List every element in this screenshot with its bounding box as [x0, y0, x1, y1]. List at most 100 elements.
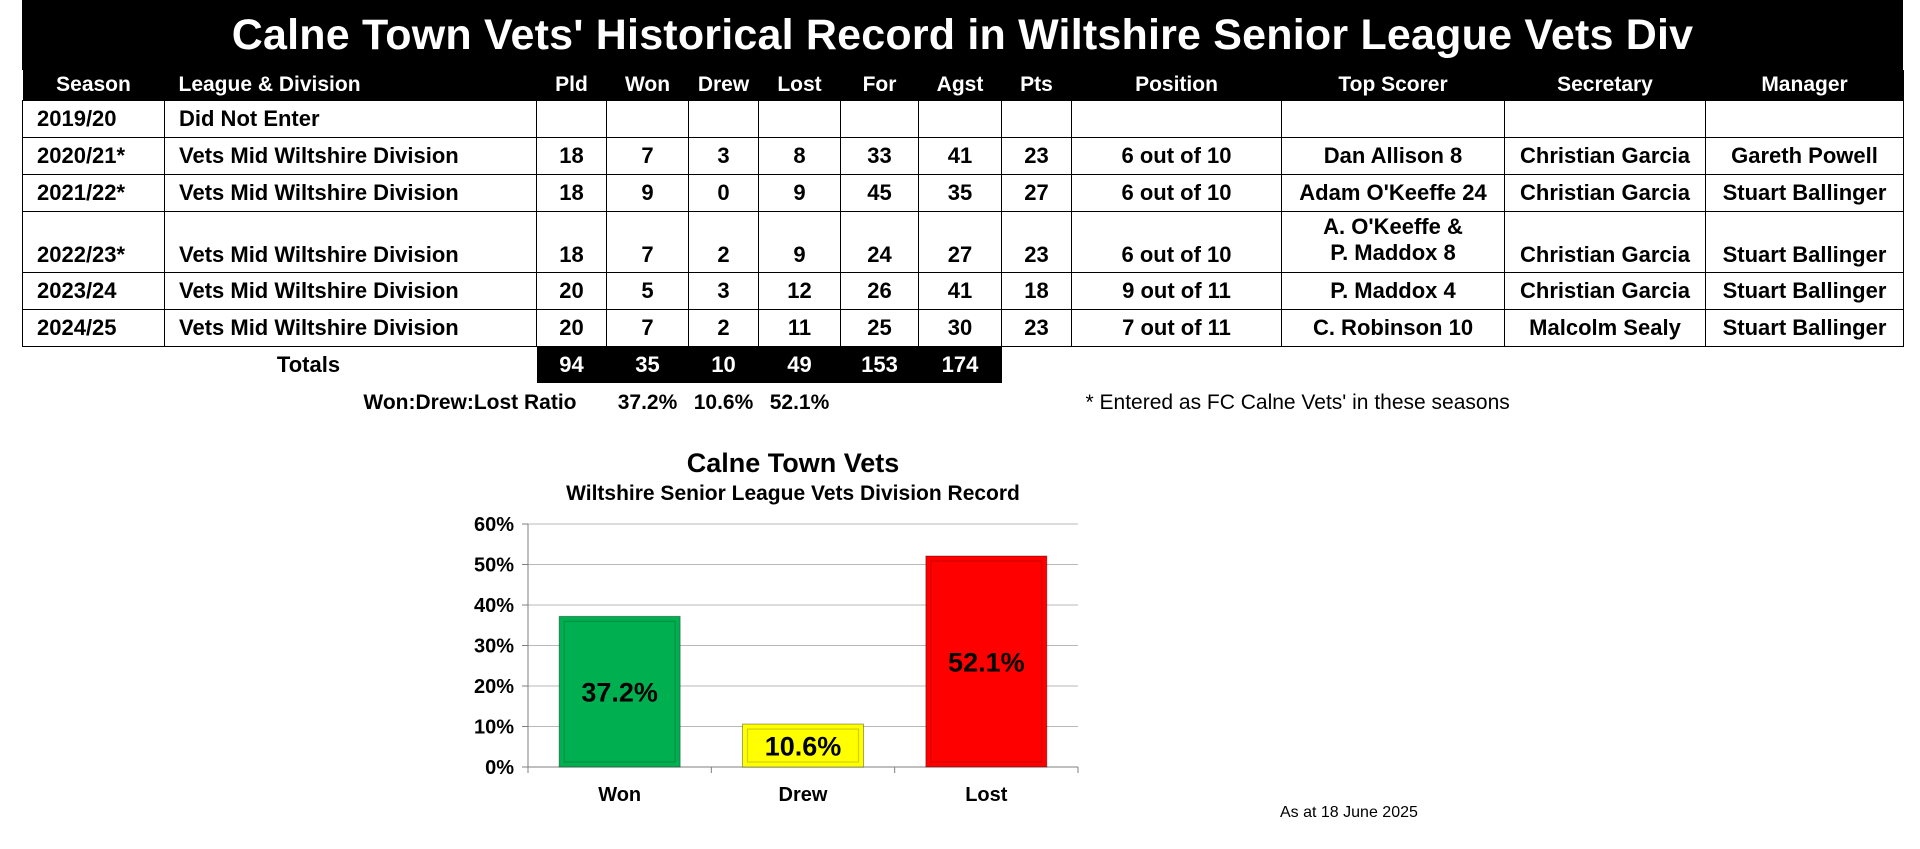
y-tick-label: 40%	[474, 595, 514, 617]
ratio-row: Won:Drew:Lost Ratio 37.2% 10.6% 52.1% * …	[23, 383, 1904, 423]
agst-cell	[918, 100, 1002, 138]
pts-cell: 18	[1001, 272, 1072, 310]
col-header-won: Won	[606, 70, 689, 101]
total-for: 153	[840, 346, 919, 383]
bar-body	[742, 723, 864, 768]
won-cell: 5	[606, 272, 689, 310]
col-header-manager: Manager	[1705, 70, 1904, 101]
lost-cell: 11	[758, 309, 841, 347]
bar-data-label: 37.2%	[581, 678, 658, 708]
col-header-pts: Pts	[1001, 70, 1072, 101]
agst-cell: 41	[918, 272, 1002, 310]
for-cell	[840, 100, 919, 138]
pts-cell: 27	[1001, 174, 1072, 212]
pts-cell: 23	[1001, 211, 1072, 273]
lost-cell: 9	[758, 174, 841, 212]
drew-cell: 2	[688, 309, 759, 347]
season-cell: 2024/25	[22, 309, 165, 347]
top-scorer-cell	[1281, 100, 1505, 138]
secretary-cell: Christian Garcia	[1504, 137, 1706, 175]
manager-cell: Stuart Ballinger	[1705, 272, 1904, 310]
pld-cell: 20	[536, 272, 607, 310]
chart-title: Calne Town Vets	[687, 448, 900, 478]
won-cell: 7	[606, 309, 689, 347]
pld-cell: 18	[536, 211, 607, 273]
agst-cell: 35	[918, 174, 1002, 212]
manager-cell: Stuart Ballinger	[1705, 211, 1904, 273]
drew-cell: 3	[688, 137, 759, 175]
pld-cell: 20	[536, 309, 607, 347]
top-scorer-line-2: P. Maddox 8	[1330, 240, 1456, 265]
lost-cell: 9	[758, 211, 841, 273]
bar-data-label: 52.1%	[948, 647, 1025, 677]
y-tick-label: 30%	[474, 636, 514, 658]
for-cell: 24	[840, 211, 919, 273]
bar-body	[558, 615, 681, 768]
header-row: Season League & Division Pld Won Drew Lo…	[22, 70, 1904, 101]
y-tick-label: 20%	[474, 676, 514, 698]
won-cell: 9	[606, 174, 689, 212]
col-header-position: Position	[1071, 70, 1282, 101]
y-tick-label: 50%	[474, 555, 514, 577]
total-lost: 49	[758, 346, 841, 383]
secretary-cell: Malcolm Sealy	[1504, 309, 1706, 347]
pts-cell: 23	[1001, 137, 1072, 175]
y-tick-label: 10%	[474, 717, 514, 739]
drew-cell	[688, 100, 759, 138]
manager-cell: Gareth Powell	[1705, 137, 1904, 175]
x-tick-label: Lost	[965, 784, 1008, 806]
bar-body	[925, 555, 1048, 768]
table-row: 2024/25 Vets Mid Wiltshire Division 20 7…	[22, 309, 1904, 347]
position-cell: 6 out of 10	[1071, 137, 1282, 175]
x-tick-label: Drew	[779, 784, 828, 806]
table-row: 2022/23* Vets Mid Wiltshire Division 18 …	[22, 211, 1904, 273]
ratio-drew: 10.6%	[693, 391, 754, 414]
agst-cell: 30	[918, 309, 1002, 347]
totals-label: Totals	[276, 352, 341, 377]
position-cell: 7 out of 11	[1071, 309, 1282, 347]
total-won: 35	[606, 346, 689, 383]
drew-cell: 3	[688, 272, 759, 310]
bar-drew: 10.6%	[742, 723, 864, 768]
sheet-title: Calne Town Vets' Historical Record in Wi…	[22, 0, 1903, 70]
for-cell: 45	[840, 174, 919, 212]
col-header-top-scorer: Top Scorer	[1281, 70, 1505, 101]
manager-cell: Stuart Ballinger	[1705, 309, 1904, 347]
top-scorer-cell: Adam O'Keeffe 24	[1281, 174, 1505, 212]
for-cell: 33	[840, 137, 919, 175]
won-cell	[606, 100, 689, 138]
col-header-for: For	[840, 70, 919, 101]
top-scorer-cell: C. Robinson 10	[1281, 309, 1505, 347]
drew-cell: 0	[688, 174, 759, 212]
agst-cell: 27	[918, 211, 1002, 273]
season-cell: 2022/23*	[22, 211, 165, 273]
x-tick-label: Won	[598, 784, 641, 806]
secretary-cell	[1504, 100, 1706, 138]
table-row: 2021/22* Vets Mid Wiltshire Division 18 …	[22, 174, 1904, 212]
top-scorer-cell: P. Maddox 4	[1281, 272, 1505, 310]
ratio-lost: 52.1%	[769, 391, 830, 414]
won-cell: 7	[606, 211, 689, 273]
lost-cell: 8	[758, 137, 841, 175]
y-tick-label: 0%	[485, 757, 514, 779]
chart-y-axis: 0% 10% 20% 30% 40% 50% 60%	[474, 514, 529, 779]
season-cell: 2023/24	[22, 272, 165, 310]
league-cell: Vets Mid Wiltshire Division	[164, 137, 537, 175]
as-at-date: As at 18 June 2025	[1280, 804, 1418, 821]
manager-cell	[1705, 100, 1904, 138]
ratio-won: 37.2%	[617, 391, 678, 414]
col-header-lost: Lost	[758, 70, 841, 101]
bar-bevel	[563, 620, 676, 763]
bar-bevel	[746, 728, 860, 763]
pld-cell	[536, 100, 607, 138]
position-cell	[1071, 100, 1282, 138]
total-drew: 10	[688, 346, 759, 383]
bar-lost: 52.1%	[925, 555, 1048, 768]
seasons-footnote: * Entered as FC Calne Vets' in these sea…	[1085, 391, 1510, 414]
manager-cell: Stuart Ballinger	[1705, 174, 1904, 212]
bar-data-label: 10.6%	[765, 732, 842, 762]
season-cell: 2019/20	[22, 100, 165, 138]
table-row: 2019/20 Did Not Enter	[22, 100, 1904, 138]
y-tick-label: 60%	[474, 514, 514, 536]
col-header-season: Season	[22, 70, 165, 101]
